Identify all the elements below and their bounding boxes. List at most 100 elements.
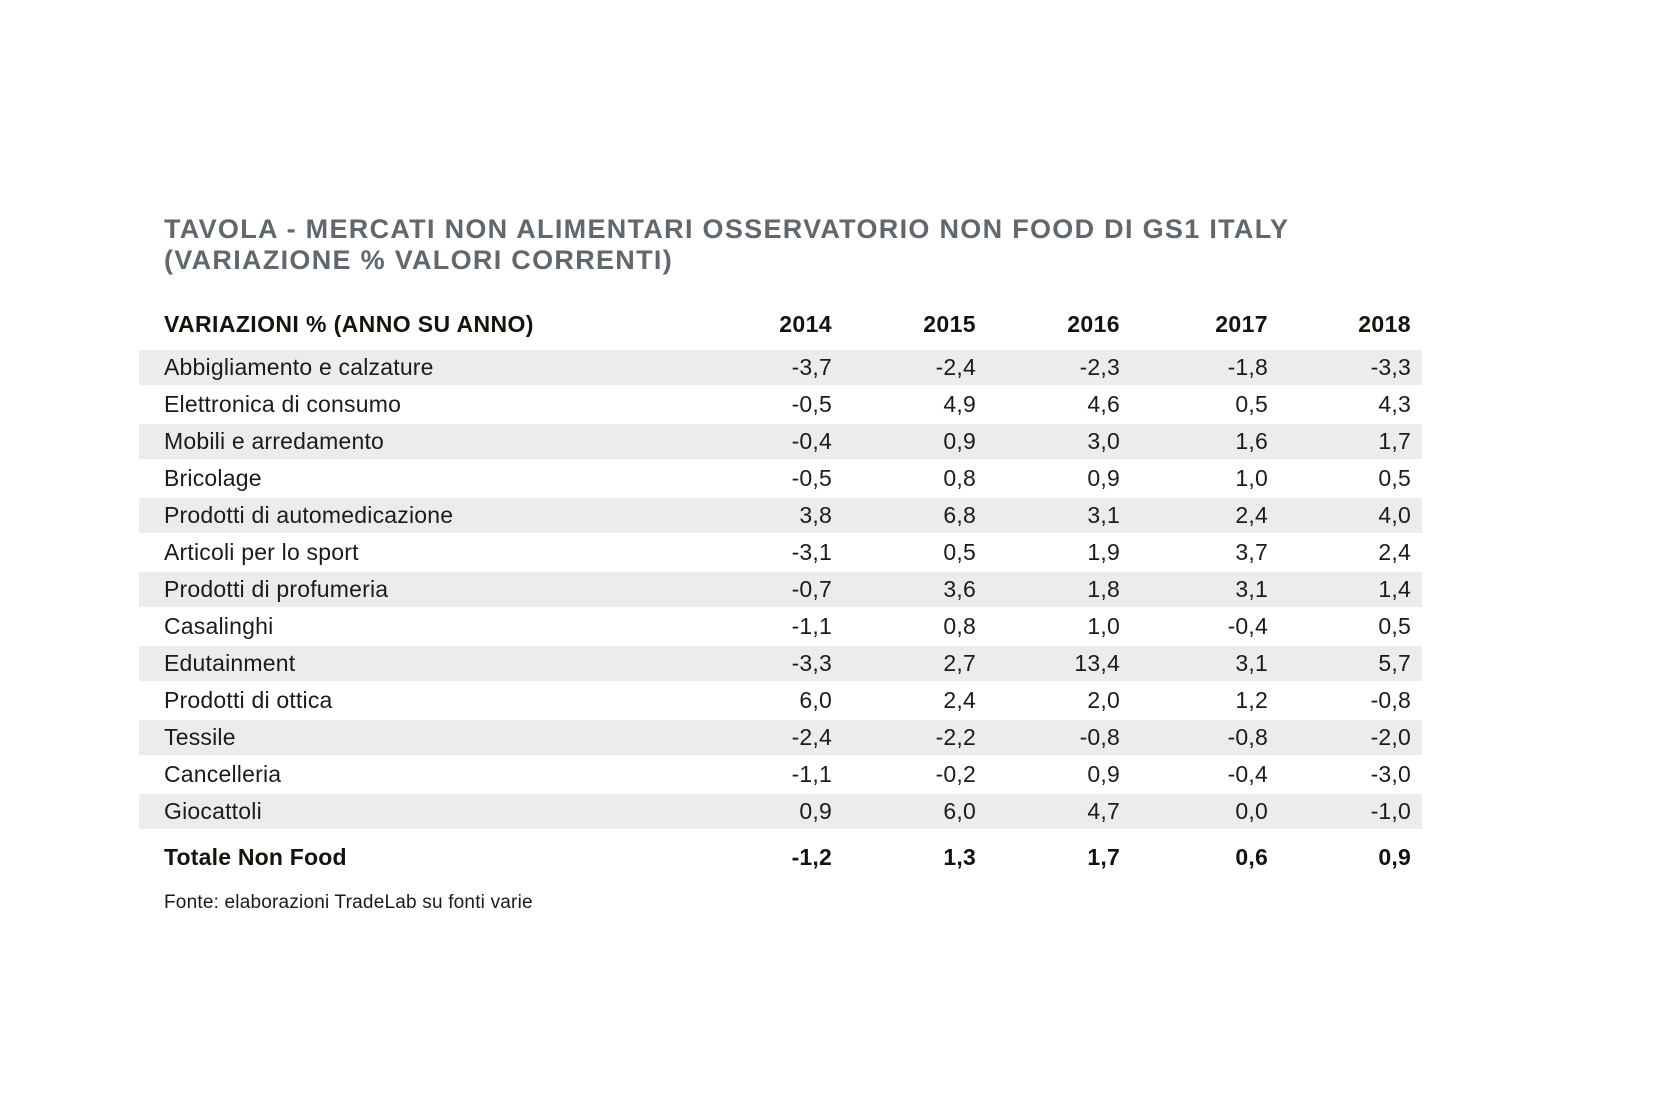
total-value-2014: -1,2 [791, 843, 832, 870]
table-row: Abbigliamento e calzature -3,7 -2,4 -2,3 -1,… [139, 350, 1422, 387]
table-row: Bricolage -0,5 0,8 0,9 1,0 0,5 [139, 460, 1422, 498]
header-row-label: VARIAZIONI % (ANNO SU ANNO) [164, 311, 534, 337]
row-label: Edutainment [139, 645, 689, 683]
table-title-line2: (VARIAZIONE % VALORI CORRENTI) [164, 245, 673, 275]
row-value: -1,1 [689, 756, 832, 794]
row-label: Abbigliamento e calzature [139, 350, 689, 387]
row-value: 0,5 [1268, 608, 1422, 646]
row-value: 13,4 [976, 645, 1120, 683]
row-value: 6,0 [689, 682, 832, 720]
non-food-table-figure: TAVOLA - MERCATI NON ALIMENTARI OSSERVAT… [139, 214, 1422, 914]
row-value: 0,9 [832, 423, 976, 461]
row-label: Prodotti di profumeria [139, 571, 689, 609]
table-row: Giocattoli 0,9 6,0 4,7 0,0 -1,0 [139, 793, 1422, 831]
row-value: 0,0 [1120, 793, 1268, 831]
table-row: Articoli per lo sport -3,1 0,5 1,9 3,7 2,4 [139, 534, 1422, 572]
row-value: 1,0 [1120, 460, 1268, 498]
row-value: 0,9 [976, 460, 1120, 498]
row-value: -0,4 [1120, 756, 1268, 794]
row-value: -0,2 [832, 756, 976, 794]
row-value: -2,4 [689, 719, 832, 757]
row-value: -2,2 [832, 719, 976, 757]
row-value: 0,5 [1268, 460, 1422, 498]
row-value: 3,0 [976, 423, 1120, 461]
row-value: 1,2 [1120, 682, 1268, 720]
row-value: 3,6 [832, 571, 976, 609]
variations-table: VARIAZIONI % (ANNO SU ANNO) 2014 2015 20… [139, 286, 1422, 879]
row-value: -2,3 [976, 350, 1120, 387]
total-value-2018: 0,9 [1378, 843, 1411, 870]
row-value: 0,8 [832, 608, 976, 646]
row-value: -3,3 [689, 645, 832, 683]
row-value: -3,1 [689, 534, 832, 572]
row-value: 0,9 [976, 756, 1120, 794]
row-value: 2,4 [832, 682, 976, 720]
table-row: Elettronica di consumo -0,5 4,9 4,6 0,5 4,3 [139, 386, 1422, 424]
table-row: Prodotti di automedicazione 3,8 6,8 3,1 2,4 4… [139, 497, 1422, 535]
row-label: Casalinghi [139, 608, 689, 646]
row-value: -3,3 [1268, 350, 1422, 387]
table-body: Abbigliamento e calzature -3,7 -2,4 -2,3 -1,… [139, 350, 1422, 831]
row-value: 3,1 [976, 497, 1120, 535]
row-value: 1,4 [1268, 571, 1422, 609]
header-row: VARIAZIONI % (ANNO SU ANNO) 2014 2015 20… [139, 286, 1422, 350]
row-value: -3,0 [1268, 756, 1422, 794]
row-value: -0,8 [976, 719, 1120, 757]
row-value: 1,8 [976, 571, 1120, 609]
header-year-2016: 2016 [1067, 311, 1120, 337]
row-value: 4,0 [1268, 497, 1422, 535]
header-year-2014: 2014 [779, 311, 832, 337]
row-value: -0,7 [689, 571, 832, 609]
header-year-2018: 2018 [1358, 311, 1411, 337]
row-value: 1,6 [1120, 423, 1268, 461]
row-label: Prodotti di ottica [139, 682, 689, 720]
total-value-2016: 1,7 [1087, 843, 1120, 870]
row-label: Giocattoli [139, 793, 689, 831]
row-label: Articoli per lo sport [139, 534, 689, 572]
row-label: Cancelleria [139, 756, 689, 794]
row-value: 5,7 [1268, 645, 1422, 683]
row-value: -0,4 [1120, 608, 1268, 646]
row-value: -0,5 [689, 460, 832, 498]
row-value: -0,5 [689, 386, 832, 424]
row-label: Mobili e arredamento [139, 423, 689, 461]
table-row: Prodotti di profumeria -0,7 3,6 1,8 3,1 1,4 [139, 571, 1422, 609]
row-value: 0,5 [1120, 386, 1268, 424]
header-year-2015: 2015 [923, 311, 976, 337]
row-value: 2,7 [832, 645, 976, 683]
row-value: 0,8 [832, 460, 976, 498]
row-value: 3,7 [1120, 534, 1268, 572]
row-value: 1,7 [1268, 423, 1422, 461]
row-value: 3,1 [1120, 645, 1268, 683]
row-value: 6,0 [832, 793, 976, 831]
row-value: 4,6 [976, 386, 1120, 424]
total-value-2015: 1,3 [943, 843, 976, 870]
row-value: -0,8 [1120, 719, 1268, 757]
row-value: -0,8 [1268, 682, 1422, 720]
row-label: Prodotti di automedicazione [139, 497, 689, 535]
total-row: Totale Non Food -1,2 1,3 1,7 0,6 0,9 [139, 830, 1422, 879]
table-row: Mobili e arredamento -0,4 0,9 3,0 1,6 1,7 [139, 423, 1422, 461]
row-value: 3,8 [689, 497, 832, 535]
table-row: Tessile -2,4 -2,2 -0,8 -0,8 -2,0 [139, 719, 1422, 757]
row-value: -1,8 [1120, 350, 1268, 387]
row-value: 2,4 [1120, 497, 1268, 535]
row-value: -2,0 [1268, 719, 1422, 757]
row-value: -2,4 [832, 350, 976, 387]
source-note: Fonte: elaborazioni TradeLab su fonti va… [164, 892, 533, 913]
row-value: -0,4 [689, 423, 832, 461]
table-row: Cancelleria -1,1 -0,2 0,9 -0,4 -3,0 [139, 756, 1422, 794]
row-value: 1,9 [976, 534, 1120, 572]
row-value: -1,1 [689, 608, 832, 646]
row-value: 0,9 [689, 793, 832, 831]
row-value: 4,7 [976, 793, 1120, 831]
row-value: -1,0 [1268, 793, 1422, 831]
table-row: Prodotti di ottica 6,0 2,4 2,0 1,2 -0,8 [139, 682, 1422, 720]
row-label: Bricolage [139, 460, 689, 498]
row-label: Elettronica di consumo [139, 386, 689, 424]
row-value: 6,8 [832, 497, 976, 535]
row-label: Tessile [139, 719, 689, 757]
row-value: 3,1 [1120, 571, 1268, 609]
row-value: 1,0 [976, 608, 1120, 646]
row-value: 2,4 [1268, 534, 1422, 572]
